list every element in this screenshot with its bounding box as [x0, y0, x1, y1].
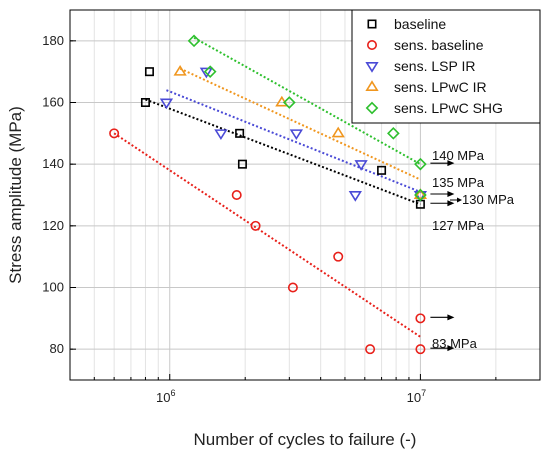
data-point	[354, 160, 368, 171]
data-point	[387, 127, 400, 140]
data-markers	[109, 34, 428, 355]
runout-arrowhead	[447, 160, 455, 167]
y-axis-label: Stress amplitude (MPa)	[6, 106, 25, 284]
grid	[69, 10, 541, 380]
data-point	[414, 157, 427, 171]
data-point	[283, 96, 296, 109]
y-tick-label: 140	[42, 156, 64, 171]
y-tick-label: 80	[50, 341, 64, 356]
data-point	[289, 129, 304, 141]
annotation-label: 140 MPa	[432, 148, 485, 163]
data-point	[365, 344, 376, 355]
data-point	[144, 67, 154, 77]
annotation-label: 127 MPa	[432, 218, 485, 233]
legend: baseline sens. baseline sens. LSP IR sens. …	[351, 9, 541, 124]
legend-label: sens. baseline	[394, 37, 484, 53]
annotation-label: 135 MPa	[432, 175, 485, 190]
data-point	[159, 98, 174, 110]
y-tick-label: 180	[42, 33, 64, 48]
legend-marker	[365, 80, 379, 91]
y-tick-label: 100	[42, 280, 64, 295]
trend-line-0	[145, 98, 421, 206]
legend-label: sens. LPwC SHG	[394, 100, 503, 116]
data-point	[250, 220, 261, 231]
trend-lines	[113, 36, 421, 338]
x-axis-label: Number of cycles to failure (-)	[194, 430, 417, 449]
data-point	[287, 282, 298, 293]
annotation-label: 130 MPa	[462, 192, 515, 207]
legend-marker	[365, 61, 379, 73]
data-point	[140, 98, 150, 108]
data-point	[173, 64, 187, 76]
data-point	[413, 191, 428, 202]
annotation-label: 83 MPa	[432, 336, 478, 351]
trend-line-2	[166, 89, 421, 193]
annotations: 140 MPa 135 MPa 130 MPa 127 MPa 83 MPa	[432, 148, 515, 351]
data-point	[415, 313, 426, 324]
data-point	[413, 188, 428, 199]
runout-arrows	[430, 160, 455, 352]
legend-box	[351, 9, 541, 124]
legend-marker	[365, 101, 379, 115]
annotation-leader-head	[457, 197, 462, 203]
data-point	[377, 165, 387, 175]
data-point	[331, 126, 345, 138]
legend-label: sens. LPwC IR	[394, 79, 487, 95]
y-tick-label: 120	[42, 218, 64, 233]
legend-label: baseline	[394, 16, 446, 32]
runout-arrowhead	[447, 345, 455, 352]
runout-arrowhead	[447, 314, 455, 321]
legend-marker	[366, 39, 377, 50]
data-point	[348, 191, 362, 202]
legend-label: sens. LSP IR	[394, 58, 475, 74]
y-tick-label: 160	[42, 95, 64, 110]
runout-arrowhead	[447, 200, 455, 207]
data-point	[415, 344, 426, 355]
data-point	[414, 188, 427, 202]
data-point	[231, 190, 242, 201]
data-point	[235, 128, 245, 138]
axis-ticks: 80 100 120 140 160 180 106 107	[42, 33, 541, 405]
data-point	[109, 128, 120, 139]
x-tick-label: 107	[407, 388, 426, 405]
runout-arrowhead	[447, 191, 455, 197]
data-point	[187, 34, 201, 48]
data-point	[333, 251, 344, 262]
x-tick-label: 106	[156, 388, 175, 405]
plot-frame	[69, 9, 541, 381]
trend-line-4	[193, 36, 421, 166]
data-point	[237, 159, 247, 169]
data-point	[203, 65, 217, 78]
data-point	[214, 129, 228, 141]
legend-marker	[367, 19, 377, 29]
data-point	[199, 67, 214, 79]
